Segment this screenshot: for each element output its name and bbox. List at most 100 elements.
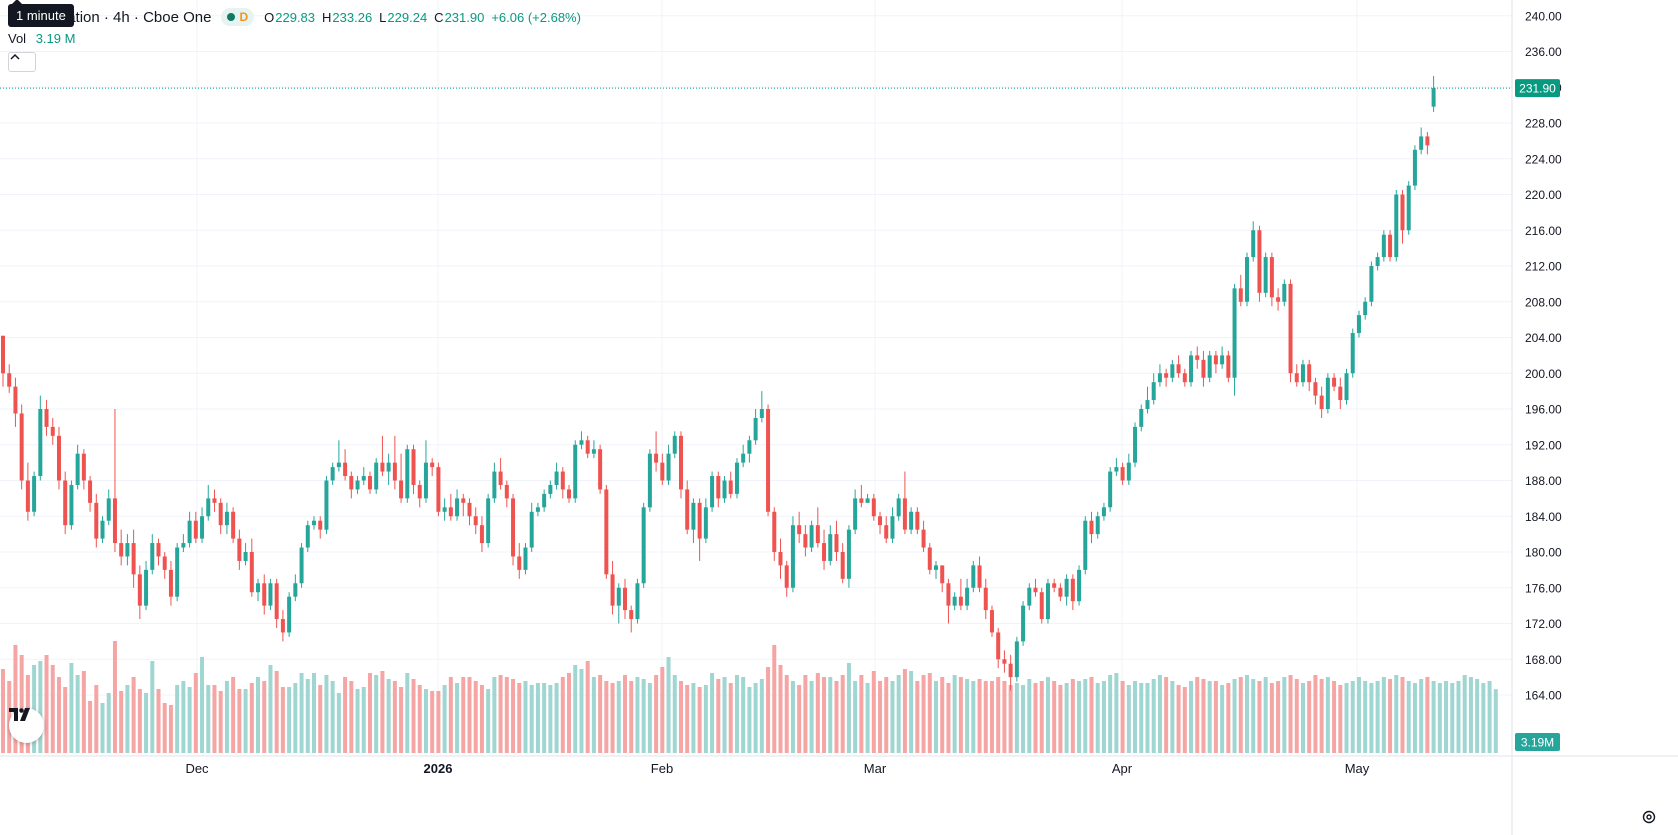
- candle[interactable]: [81, 449, 86, 490]
- candle[interactable]: [1033, 578, 1038, 597]
- candle[interactable]: [392, 435, 397, 490]
- candle[interactable]: [1108, 467, 1113, 512]
- candle[interactable]: [529, 502, 534, 552]
- candle[interactable]: [1419, 127, 1424, 155]
- candle[interactable]: [940, 565, 945, 593]
- candle[interactable]: [542, 489, 547, 512]
- candle[interactable]: [977, 556, 982, 593]
- candle[interactable]: [175, 543, 180, 602]
- candle[interactable]: [430, 458, 435, 477]
- candle[interactable]: [1332, 373, 1337, 392]
- candle[interactable]: [846, 525, 851, 588]
- candle[interactable]: [1269, 252, 1274, 307]
- candle[interactable]: [865, 493, 870, 503]
- candle[interactable]: [1139, 404, 1144, 432]
- candle[interactable]: [293, 574, 298, 602]
- candle[interactable]: [797, 511, 802, 544]
- candle[interactable]: [405, 444, 410, 503]
- candle[interactable]: [641, 502, 646, 588]
- candle[interactable]: [623, 578, 627, 620]
- candle[interactable]: [1151, 373, 1156, 405]
- candle[interactable]: [1394, 190, 1399, 262]
- candle[interactable]: [1232, 283, 1237, 396]
- candle[interactable]: [878, 511, 883, 535]
- candle[interactable]: [660, 453, 665, 485]
- candle[interactable]: [902, 471, 907, 535]
- candle[interactable]: [1251, 221, 1256, 262]
- candle[interactable]: [1338, 377, 1343, 409]
- candle[interactable]: [1077, 565, 1082, 606]
- candle[interactable]: [287, 592, 292, 637]
- candle[interactable]: [486, 493, 491, 548]
- candle[interactable]: [1133, 422, 1138, 468]
- candle[interactable]: [517, 543, 522, 579]
- candle[interactable]: [666, 444, 671, 485]
- candle[interactable]: [672, 431, 677, 459]
- candle[interactable]: [579, 431, 584, 450]
- candle[interactable]: [784, 560, 789, 597]
- candle[interactable]: [1425, 131, 1430, 155]
- candle[interactable]: [934, 560, 938, 579]
- candle[interactable]: [448, 493, 453, 521]
- candle[interactable]: [567, 484, 572, 503]
- candle[interactable]: [386, 453, 391, 485]
- candle[interactable]: [50, 417, 55, 445]
- candle[interactable]: [38, 395, 43, 481]
- candle[interactable]: [461, 493, 466, 517]
- candle[interactable]: [809, 520, 814, 552]
- candle[interactable]: [355, 476, 360, 494]
- candle[interactable]: [691, 498, 696, 544]
- candle[interactable]: [218, 498, 223, 535]
- candle[interactable]: [1400, 190, 1405, 244]
- candle[interactable]: [598, 444, 603, 494]
- candle[interactable]: [330, 462, 335, 485]
- candle[interactable]: [249, 538, 254, 597]
- candle[interactable]: [778, 538, 783, 579]
- candle[interactable]: [946, 578, 951, 624]
- candle[interactable]: [548, 480, 553, 499]
- candle[interactable]: [1282, 279, 1287, 307]
- candle[interactable]: [187, 511, 192, 548]
- candle[interactable]: [803, 525, 808, 557]
- candle[interactable]: [399, 453, 404, 503]
- candle[interactable]: [722, 476, 727, 503]
- candle[interactable]: [324, 476, 329, 535]
- candle[interactable]: [498, 458, 503, 490]
- candle[interactable]: [697, 498, 702, 561]
- candle[interactable]: [523, 543, 528, 575]
- candle[interactable]: [927, 543, 932, 575]
- candle[interactable]: [1021, 601, 1026, 646]
- candle[interactable]: [436, 462, 441, 517]
- candle[interactable]: [971, 560, 976, 593]
- candle[interactable]: [1238, 274, 1243, 307]
- candle[interactable]: [716, 471, 721, 508]
- candle[interactable]: [455, 489, 460, 521]
- candle[interactable]: [1226, 350, 1231, 383]
- candle[interactable]: [56, 426, 61, 490]
- candle[interactable]: [573, 440, 578, 503]
- candle[interactable]: [131, 529, 136, 588]
- candle[interactable]: [766, 404, 771, 517]
- candle[interactable]: [996, 627, 1001, 669]
- candle[interactable]: [212, 489, 217, 512]
- candle[interactable]: [753, 409, 758, 445]
- candle[interactable]: [1412, 145, 1417, 191]
- gear-icon[interactable]: [1640, 808, 1658, 826]
- candle[interactable]: [1257, 225, 1262, 302]
- candle[interactable]: [1406, 181, 1411, 235]
- candle[interactable]: [685, 480, 690, 535]
- candle[interactable]: [312, 516, 316, 530]
- candle[interactable]: [1145, 386, 1150, 414]
- candle[interactable]: [206, 484, 211, 521]
- candle[interactable]: [952, 592, 957, 611]
- candle[interactable]: [610, 560, 615, 615]
- candle[interactable]: [504, 480, 509, 508]
- candle[interactable]: [853, 489, 858, 535]
- candle[interactable]: [1319, 386, 1324, 418]
- candle[interactable]: [915, 507, 920, 535]
- candle[interactable]: [1052, 578, 1057, 593]
- candle[interactable]: [635, 578, 640, 624]
- candle[interactable]: [1313, 377, 1318, 405]
- collapse-legend-button[interactable]: [8, 52, 36, 72]
